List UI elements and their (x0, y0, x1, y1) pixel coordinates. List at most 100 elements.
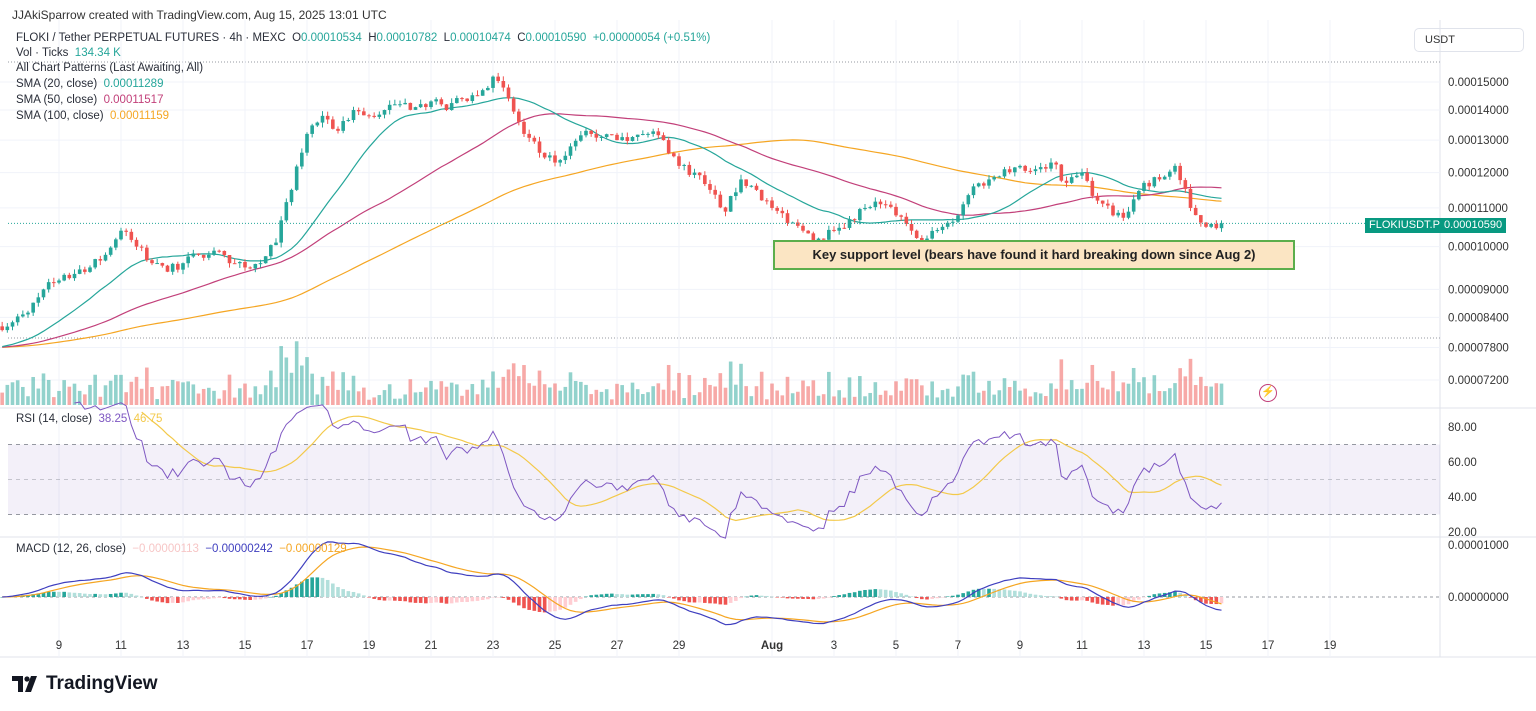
volume-bar (687, 375, 692, 405)
volume-bar (899, 390, 903, 405)
volume-bar (811, 380, 816, 405)
volume-bar (170, 379, 175, 405)
candle-body (759, 189, 764, 201)
volume-bar (1033, 392, 1038, 405)
candle-body (134, 239, 139, 247)
date-tick-label: Aug (761, 640, 783, 652)
macd-histogram-bar (661, 595, 666, 597)
volume-bar (992, 394, 996, 405)
sma50-legend[interactable]: SMA (50, close) 0.00011517 (16, 94, 163, 106)
support-annotation[interactable]: Key support level (bears have found it h… (773, 240, 1295, 270)
tradingview-logo[interactable]: TradingView (12, 673, 158, 695)
macd-histogram-bar (883, 589, 888, 597)
macd-histogram-bar (1028, 593, 1033, 597)
candle-body (641, 133, 645, 135)
rsi-tick-label: 40.00 (1448, 492, 1477, 504)
macd-histogram-bar (289, 587, 294, 597)
candle-body (217, 250, 221, 252)
macd-histogram-bar (382, 597, 387, 601)
volume-bar (1204, 386, 1208, 405)
vol-legend[interactable]: Vol · Ticks 134.34 K (16, 47, 121, 59)
sma100-legend[interactable]: SMA (100, close) 0.00011159 (16, 110, 169, 122)
macd-legend[interactable]: MACD (12, 26, close) −0.00000113 −0.0000… (16, 543, 347, 555)
volume-bar (677, 372, 681, 405)
volume-bar (852, 396, 857, 405)
lightning-icon[interactable]: ⚡ (1259, 384, 1277, 402)
volume-bar (889, 395, 893, 405)
candle-body (26, 312, 30, 315)
volume-bar (573, 380, 578, 405)
macd-histogram-bar (232, 597, 237, 600)
volume-bar (1064, 389, 1069, 405)
candle-body (269, 245, 273, 257)
candle-body (1193, 207, 1198, 216)
price-tick-label: 0.00007800 (1448, 343, 1509, 355)
candle-body (661, 135, 666, 141)
macd-histogram-bar (563, 597, 568, 608)
macd-histogram-bar (150, 597, 154, 601)
candle-body (114, 239, 118, 248)
volume-bar (393, 398, 397, 405)
currency-button[interactable]: USDT (1414, 28, 1524, 52)
volume-bar (579, 381, 583, 405)
candle-body (222, 250, 227, 256)
macd-histogram-bar (77, 593, 82, 597)
candle-body (258, 263, 263, 265)
candle-body (765, 200, 769, 202)
sma20-legend[interactable]: SMA (20, close) 0.00011289 (16, 78, 163, 90)
candle-body (584, 130, 588, 136)
macd-histogram-bar (320, 577, 325, 597)
candle-body (279, 220, 283, 243)
volume-bar (956, 386, 960, 405)
rsi-legend[interactable]: RSI (14, close) 38.25 46.75 (16, 413, 162, 425)
open-value: 0.00010534 (301, 32, 362, 44)
macd-histogram-bar (315, 577, 320, 597)
candle-body (367, 115, 371, 117)
volume-bar (635, 389, 640, 405)
date-tick-label: 23 (487, 640, 500, 652)
candle-body (1075, 175, 1079, 178)
low-value: 0.00010474 (450, 32, 511, 44)
volume-bar (1023, 388, 1027, 405)
volume-bar (26, 396, 30, 405)
macd-histogram-bar (610, 593, 614, 597)
candle-body (98, 259, 103, 261)
candle-body (377, 114, 382, 117)
candle-body (103, 254, 108, 261)
patterns-legend[interactable]: All Chart Patterns (Last Awaiting, All) (16, 62, 204, 74)
volume-bar (486, 387, 490, 405)
candle-body (1219, 223, 1224, 229)
candle-body (697, 172, 702, 176)
close-value: 0.00010590 (525, 32, 587, 44)
candle-body (728, 196, 733, 212)
volume-bar (1126, 383, 1131, 405)
macd-histogram-bar (1152, 594, 1157, 597)
macd-hist-value: −0.00000113 (132, 543, 199, 555)
macd-histogram-bar (878, 589, 883, 597)
candle-body (1106, 203, 1110, 206)
high-value: 0.00010782 (376, 32, 438, 44)
volume-bar (480, 379, 485, 405)
candle-body (1064, 180, 1069, 183)
candle-body (1013, 167, 1017, 173)
volume-bar (403, 394, 407, 405)
volume-bar (759, 371, 764, 405)
date-tick-label: 17 (301, 640, 314, 652)
candle-body (196, 253, 201, 255)
candle-body (625, 137, 630, 141)
rsi-ma-line (141, 411, 1222, 522)
price-tick-label: 0.00009000 (1448, 284, 1509, 296)
high-label: H (368, 32, 377, 44)
candle-body (863, 207, 867, 210)
volume-bar (697, 392, 702, 405)
volume-bar (630, 382, 635, 405)
volume-bar (21, 386, 25, 405)
volume-bar (129, 381, 134, 405)
candle-body (253, 263, 258, 269)
macd-histogram-bar (532, 597, 537, 611)
macd-histogram-bar (52, 591, 56, 597)
candle-body (398, 104, 402, 106)
candle-body (41, 289, 46, 298)
macd-histogram-bar (165, 597, 170, 604)
